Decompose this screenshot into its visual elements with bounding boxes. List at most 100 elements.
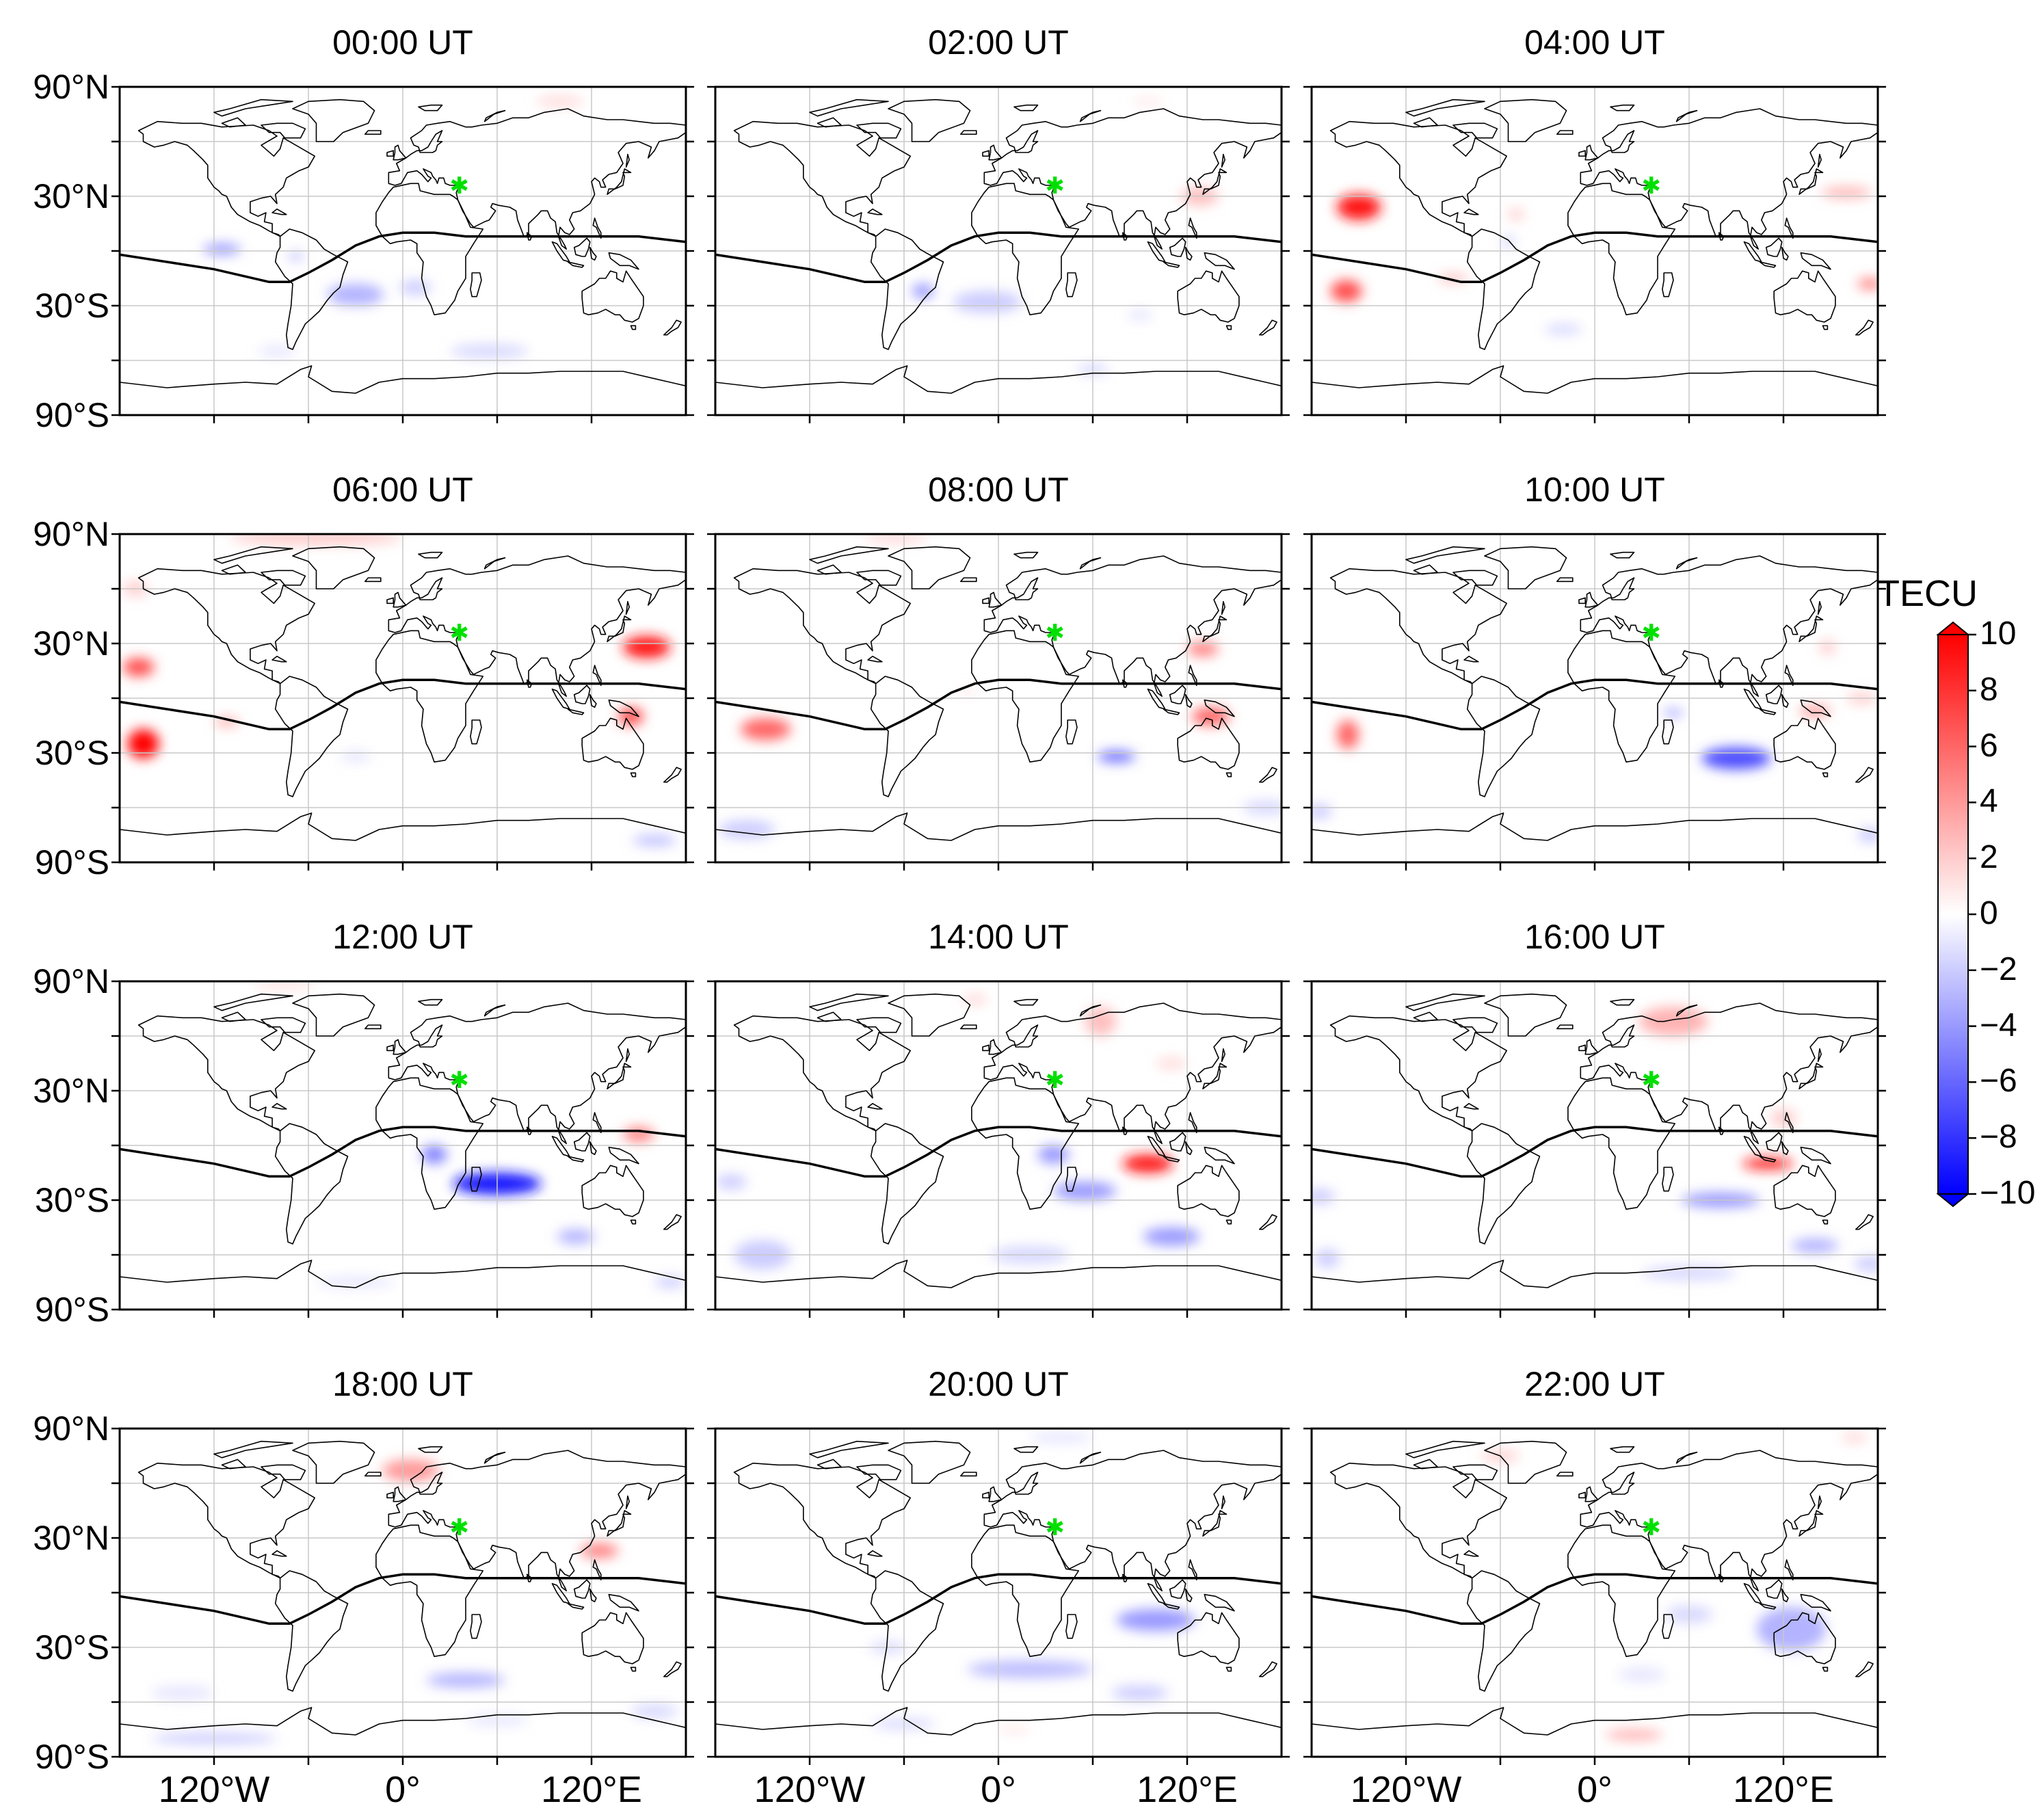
tec-anomaly-layer	[151, 1459, 678, 1744]
panel-title: 00:00 UT	[332, 23, 473, 62]
positive-tec-anomaly	[1638, 1007, 1708, 1036]
colorbar-tick-label: −6	[1980, 1063, 2017, 1100]
star-marker-icon: ✱	[450, 1514, 470, 1541]
positive-tec-anomaly	[1336, 194, 1381, 220]
colorbar-tick-label: 4	[1980, 783, 1998, 820]
map-panel-10: ✱	[707, 1427, 1290, 1765]
magnetic-equator-line	[715, 1573, 1282, 1625]
magnetic-equator-line	[715, 678, 1282, 731]
negative-tec-anomaly	[151, 1686, 214, 1701]
negative-tec-anomaly	[1502, 236, 1515, 248]
panel-title: 22:00 UT	[1524, 1365, 1665, 1403]
map-panel-06: ✱	[111, 980, 694, 1318]
x-tick-label: 120°W	[754, 1769, 866, 1810]
negative-tec-anomaly	[316, 1277, 395, 1288]
positive-tec-anomaly	[962, 994, 987, 1005]
negative-tec-anomaly	[399, 280, 432, 295]
negative-tec-anomaly	[327, 284, 384, 306]
colorbar-top-arrow	[1936, 621, 1970, 635]
map-panel-11: ✱	[1303, 1427, 1886, 1765]
star-marker-icon: ✱	[1642, 172, 1662, 200]
positive-tec-anomaly	[998, 1725, 1030, 1734]
x-tick-label: 0°	[1577, 1769, 1612, 1810]
positive-tec-anomaly	[1742, 1158, 1793, 1169]
negative-tec-anomaly	[715, 1174, 747, 1190]
colorbar-tick-label: 8	[1980, 671, 1998, 708]
axis-ticks	[707, 1427, 1290, 1765]
negative-tec-anomaly	[258, 345, 296, 357]
colorbar-tick-label: −8	[1980, 1119, 2017, 1156]
negative-tec-anomaly	[340, 751, 371, 762]
x-tick-label: 0°	[385, 1769, 421, 1810]
colorbar-label: TECU	[1877, 573, 1978, 614]
x-tick-label: 120°E	[1733, 1769, 1834, 1810]
y-tick-label: 90°S	[35, 396, 109, 434]
map-panel-00: ✱	[111, 85, 694, 423]
y-tick-label: 30°S	[35, 1628, 109, 1667]
coastlines	[715, 1440, 1282, 1757]
axis-ticks	[1303, 533, 1886, 871]
star-marker-icon: ✱	[1642, 1067, 1662, 1094]
positive-tec-anomaly	[1821, 187, 1872, 198]
negative-tec-anomaly	[1143, 1227, 1200, 1246]
negative-tec-anomaly	[1854, 1256, 1878, 1271]
coastlines	[120, 546, 686, 862]
colorbar-tick-label: −4	[1980, 1007, 2017, 1044]
y-tick-label: 90°S	[35, 1738, 109, 1776]
tec-anomaly-layer	[718, 534, 1282, 839]
magnetic-equator-line	[120, 1126, 686, 1178]
negative-tec-anomaly	[1756, 1607, 1827, 1651]
negative-tec-anomaly	[1791, 1238, 1839, 1253]
star-marker-icon: ✱	[1046, 620, 1065, 647]
negative-tec-anomaly	[654, 1277, 686, 1288]
negative-tec-anomaly	[1544, 323, 1582, 335]
negative-tec-anomaly	[953, 291, 1022, 313]
tec-anomaly-layer	[253, 981, 686, 1288]
negative-tec-anomaly	[1312, 1189, 1336, 1204]
positive-tec-anomaly	[230, 534, 403, 545]
y-tick-label: 90°S	[35, 843, 109, 881]
axis-ticks	[707, 980, 1290, 1318]
coastlines	[715, 546, 1282, 862]
x-tick-label: 120°E	[541, 1769, 642, 1810]
positive-tec-anomaly	[1336, 720, 1359, 749]
colorbar-bottom-arrow	[1936, 1193, 1970, 1208]
tec-anomaly-layer	[122, 534, 677, 846]
positive-tec-anomaly	[1156, 1058, 1187, 1069]
map-panel-07: ✱	[707, 980, 1290, 1318]
panel-title: 16:00 UT	[1524, 918, 1665, 956]
positive-tec-anomaly	[1132, 98, 1164, 105]
negative-tec-anomaly	[1053, 1182, 1117, 1200]
negative-tec-anomaly	[421, 1145, 447, 1164]
graticule	[1312, 981, 1878, 1310]
y-tick-label: 90°N	[33, 962, 109, 1000]
colorbar-tick-label: 0	[1980, 895, 1998, 931]
colorbar-tick-label: 6	[1980, 727, 1998, 764]
map-panel-01: ✱	[707, 85, 1290, 423]
positive-tec-anomaly	[122, 658, 155, 677]
positive-tec-anomaly	[864, 534, 928, 544]
negative-tec-anomaly	[1030, 1432, 1093, 1444]
colorbar-tick-label: −10	[1980, 1175, 2036, 1211]
colorbar-tick-label: −2	[1980, 951, 2017, 987]
coastlines	[1312, 993, 1878, 1310]
graticule	[120, 87, 686, 415]
star-marker-icon: ✱	[1642, 620, 1662, 647]
colorbar	[1936, 621, 1976, 1208]
star-marker-icon: ✱	[1046, 1067, 1065, 1094]
negative-tec-anomaly	[557, 1229, 595, 1245]
negative-tec-anomaly	[202, 243, 241, 255]
negative-tec-anomaly	[718, 820, 775, 839]
panel-title: 10:00 UT	[1524, 470, 1665, 509]
star-marker-icon: ✱	[1642, 1514, 1662, 1541]
panel-title: 04:00 UT	[1524, 23, 1665, 62]
map-panel-08: ✱	[1303, 980, 1886, 1318]
map-panel-09: ✱	[111, 1427, 694, 1765]
tec-anomaly-layer	[202, 96, 584, 359]
panel-title: 02:00 UT	[928, 23, 1069, 62]
coastlines	[715, 993, 1282, 1310]
graticule	[715, 981, 1282, 1310]
panel-title: 06:00 UT	[332, 470, 473, 509]
y-tick-label: 30°N	[33, 177, 109, 215]
map-panel-05: ✱	[1303, 533, 1886, 871]
